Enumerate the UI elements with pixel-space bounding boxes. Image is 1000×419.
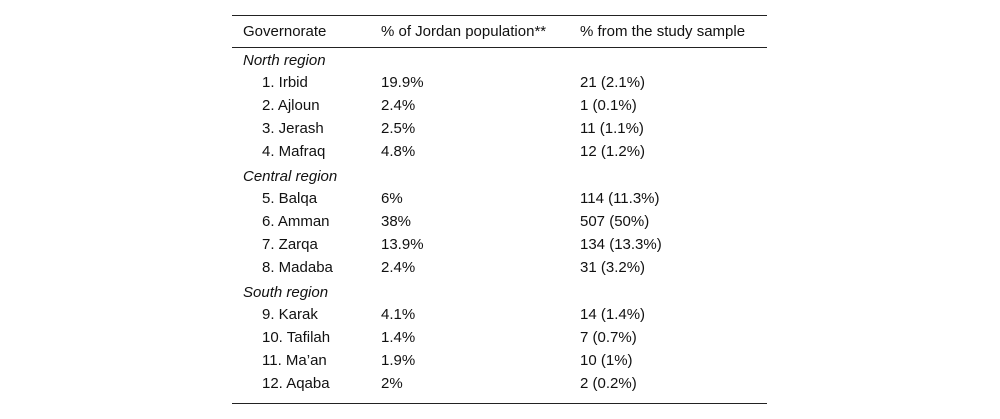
table-cell: 14 (1.4%) [580, 306, 646, 323]
table-cell: 2.5% [381, 120, 416, 137]
table-cell: 114 (11.3%) [580, 190, 660, 207]
top-rule [232, 15, 767, 16]
table-cell: 7 (0.7%) [580, 329, 637, 346]
group-label: Central region [243, 168, 338, 185]
header-cell: Governorate [243, 23, 327, 40]
table-cell: 21 (2.1%) [580, 74, 646, 91]
table-cell: 19.9% [381, 74, 424, 91]
table-cell: 12 (1.2%) [580, 143, 646, 160]
table-cell: 2 (0.2%) [580, 375, 637, 392]
table-cell: 2% [381, 375, 403, 392]
table-cell: 10. Tafilah [262, 329, 331, 346]
table-cell: 1 (0.1%) [580, 97, 637, 114]
table-cell: 3. Jerash [262, 120, 324, 137]
table-cell: 2.4% [381, 97, 416, 114]
header-cell: % of Jordan population** [381, 23, 547, 40]
table-cell: 6. Amman [262, 213, 330, 230]
table-cell: 13.9% [381, 236, 424, 253]
table-cell: 11. Ma’an [262, 352, 327, 369]
table-cell: 8. Madaba [262, 259, 333, 276]
table-cell: 2. Ajloun [262, 97, 320, 114]
table-cell: 10 (1%) [580, 352, 633, 369]
table-cell: 1.9% [381, 352, 416, 369]
table-cell: 134 (13.3%) [580, 236, 662, 253]
table-cell: 1. Irbid [262, 74, 308, 91]
table-cell: 507 (50%) [580, 213, 650, 230]
bottom-rule [232, 403, 767, 404]
group-label: South region [243, 284, 329, 301]
table-cell: 7. Zarqa [262, 236, 318, 253]
table-cell: 4.8% [381, 143, 416, 160]
table-cell: 6% [381, 190, 403, 207]
table-cell: 9. Karak [262, 306, 318, 323]
group-label: North region [243, 52, 326, 69]
header-rule [232, 47, 767, 48]
table-cell: 4. Mafraq [262, 143, 326, 160]
table-cell: 4.1% [381, 306, 416, 323]
table-cell: 2.4% [381, 259, 416, 276]
table-cell: 1.4% [381, 329, 416, 346]
table-cell: 5. Balqa [262, 190, 318, 207]
table-cell: 31 (3.2%) [580, 259, 646, 276]
table-cell: 38% [381, 213, 412, 230]
table-cell: 11 (1.1%) [580, 120, 644, 137]
header-cell: % from the study sample [580, 23, 746, 40]
table-cell: 12. Aqaba [262, 375, 330, 392]
